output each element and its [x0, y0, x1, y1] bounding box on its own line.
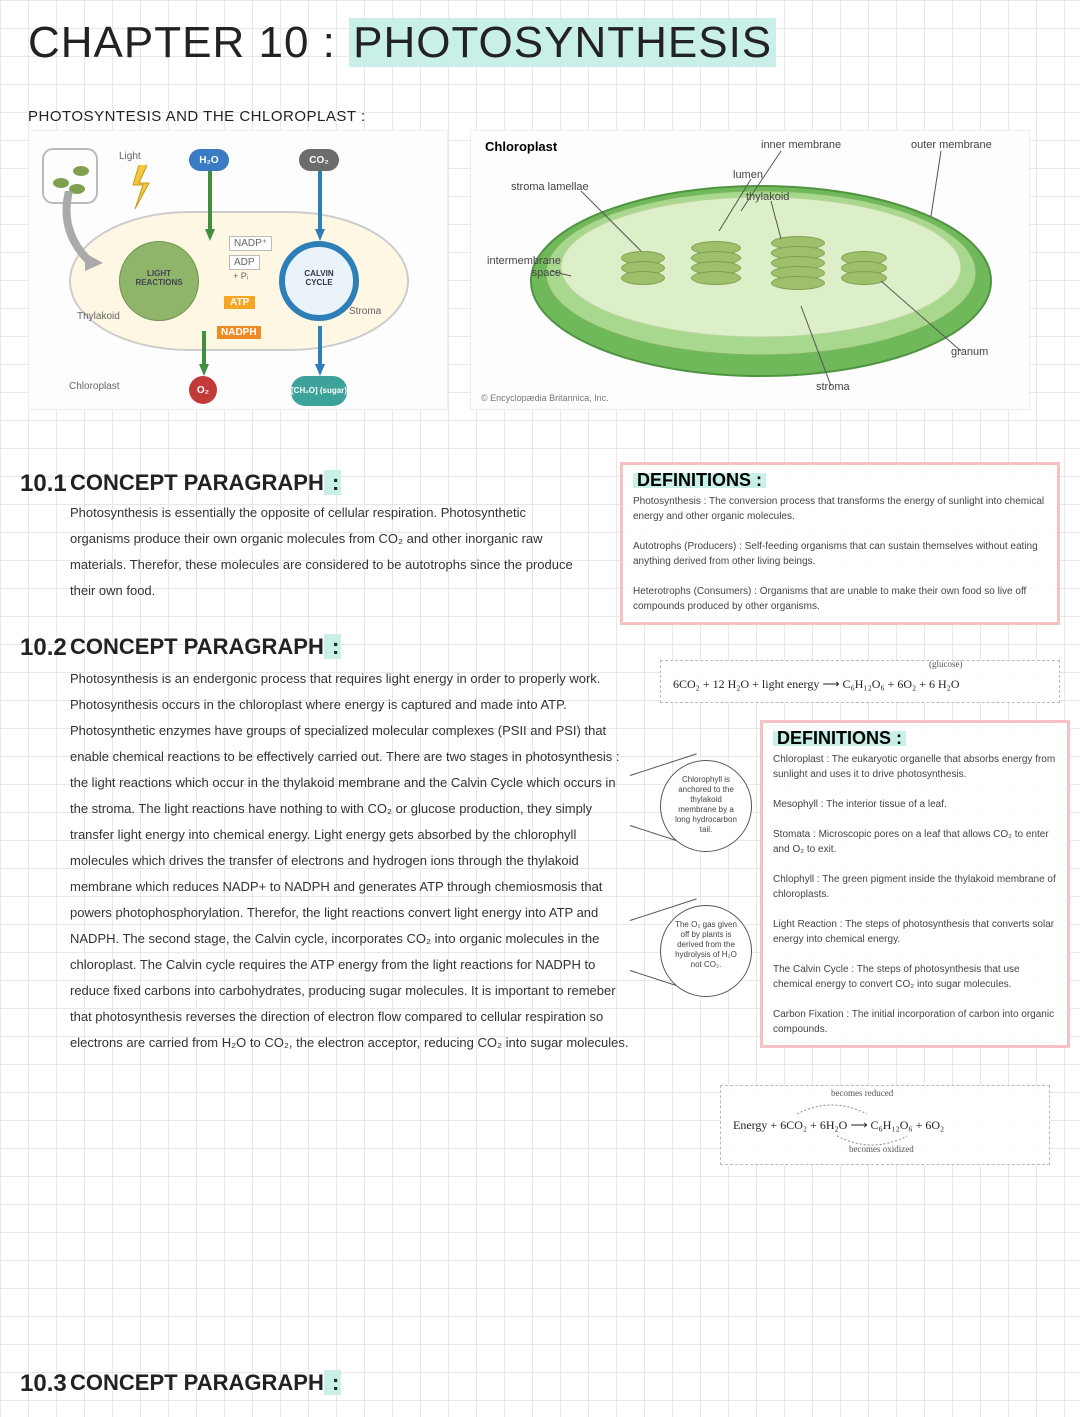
defs1-item-2: Heterotrophs (Consumers) : Organisms tha… [633, 584, 1047, 614]
eq1-note: (glucose) [929, 659, 963, 669]
defs2-item-2: Stomata : Microscopic pores on a leaf th… [773, 827, 1057, 857]
subheading: PHOTOSYNTESIS AND THE CHLOROPLAST : [28, 108, 366, 125]
defs2-item-4: Light Reaction : The steps of photosynth… [773, 917, 1057, 947]
label-thylakoid2: thylakoid [746, 191, 789, 203]
pill-o2: O₂ [189, 376, 217, 404]
title-part-b: PHOTOSYNTHESIS [349, 18, 776, 67]
label-pi: + Pᵢ [233, 271, 248, 281]
eq2-prefix: Energy + [733, 1118, 780, 1132]
equation-redox: becomes reduced Energy + 6CO₂ + 6H₂O ⟶ C… [720, 1085, 1050, 1165]
pill-h2o: H₂O [189, 149, 229, 171]
defs2-item-0: Chloroplast : The eukaryotic organelle t… [773, 752, 1057, 782]
defs2-item-6: Carbon Fixation : The initial incorporat… [773, 1007, 1057, 1037]
defs1-item-1: Autotrophs (Producers) : Self-feeding or… [633, 539, 1047, 569]
label-inner-membrane: inner membrane [761, 139, 841, 151]
definitions-box-2: DEFINITIONS : Chloroplast : The eukaryot… [760, 720, 1070, 1048]
label-outer-membrane: outer membrane [911, 139, 992, 151]
eq1-text: 6CO₂ + 12 H₂O + light energy ⟶ C₆H₁₂O₆ +… [673, 677, 1047, 692]
section-103-num: 10.3 [20, 1370, 67, 1398]
section-102-title: CONCEPT PARAGRAPH : [70, 634, 341, 660]
pointer-arrow-icon [59, 191, 119, 271]
label-calvin: CALVIN CYCLE [291, 269, 347, 287]
section-102-paragraph: Photosynthesis is an endergonic process … [70, 666, 630, 1056]
label-stroma2: stroma [816, 381, 850, 393]
label-chloroplast: Chloroplast [69, 381, 120, 392]
pill-sugar: [CH₂O] (sugar) [291, 376, 347, 406]
zoom2-text: The O₂ gas given off by plants is derive… [675, 920, 737, 969]
eq2-line: 6CO₂ + 6H₂O ⟶ C₆H₁₂O₆ + 6O₂ [780, 1118, 944, 1132]
section-101-paragraph: Photosynthesis is essentially the opposi… [70, 500, 580, 604]
label-stroma-lamellae: stroma lamellae [511, 181, 589, 193]
section-102-title-text: CONCEPT PARAGRAPH [70, 634, 324, 659]
label-nadp: NADP⁺ [229, 236, 272, 251]
eq2-reduced: becomes reduced [831, 1088, 893, 1098]
diagram2-credit: © Encyclopædia Britannica, Inc. [481, 393, 609, 403]
zoom-circle-oxygen: The O₂ gas given off by plants is derive… [660, 905, 752, 997]
label-nadph: NADPH [217, 326, 261, 339]
arrow-down-icon [315, 171, 325, 241]
equation-photosynthesis: (glucose) 6CO₂ + 12 H₂O + light energy ⟶… [660, 660, 1060, 703]
zoom-circle-chlorophyll: Chlorophyll is anchored to the thylakoid… [660, 760, 752, 852]
label-granum: granum [951, 346, 988, 358]
arrow-down-icon [315, 326, 325, 376]
label-atp: ATP [224, 296, 255, 309]
eq2-oxidized: becomes oxidized [849, 1144, 914, 1154]
defs2-item-5: The Calvin Cycle : The steps of photosyn… [773, 962, 1057, 992]
diagram-chloroplast-structure: Chloroplast inner membrane outer membran… [470, 130, 1030, 410]
label-adp: ADP [229, 255, 260, 270]
defs2-item-1: Mesophyll : The interior tissue of a lea… [773, 797, 1057, 812]
arrow-down-icon [199, 331, 209, 376]
section-102-num: 10.2 [20, 634, 67, 662]
arrow-down-icon [205, 171, 215, 241]
zoom1-text: Chlorophyll is anchored to the thylakoid… [675, 775, 737, 834]
section-101-title: CONCEPT PARAGRAPH : [70, 470, 341, 496]
pill-co2: CO₂ [299, 149, 339, 171]
bracket-reduced-icon [797, 1102, 867, 1116]
lightning-icon [129, 165, 159, 225]
label-thylakoid: Thylakoid [77, 311, 120, 322]
defs2-item-3: Chlophyll : The green pigment inside the… [773, 872, 1057, 902]
label-lumen: lumen [733, 169, 763, 181]
diagram-photosynthesis-overview: Thylakoid Stroma Chloroplast LIGHT REACT… [28, 130, 448, 410]
section-103-title-text: CONCEPT PARAGRAPH [70, 1370, 324, 1395]
section-101-title-text: CONCEPT PARAGRAPH [70, 470, 324, 495]
defs1-item-0: Photosynthesis : The conversion process … [633, 494, 1047, 524]
section-103-title: CONCEPT PARAGRAPH : [70, 1370, 341, 1396]
label-stroma: Stroma [349, 306, 381, 317]
title-part-a: CHAPTER 10 : [28, 18, 336, 67]
definitions-box-1: DEFINITIONS : Photosynthesis : The conve… [620, 462, 1060, 625]
defs2-heading: DEFINITIONS : [773, 731, 906, 746]
page-title: CHAPTER 10 : PHOTOSYNTHESIS [28, 18, 776, 68]
defs1-heading: DEFINITIONS : [633, 473, 766, 488]
label-intermembrane: intermembrane space [481, 255, 561, 279]
label-light-reactions: LIGHT REACTIONS [127, 269, 191, 287]
section-101-num: 10.1 [20, 470, 67, 498]
label-light: Light [119, 151, 141, 162]
